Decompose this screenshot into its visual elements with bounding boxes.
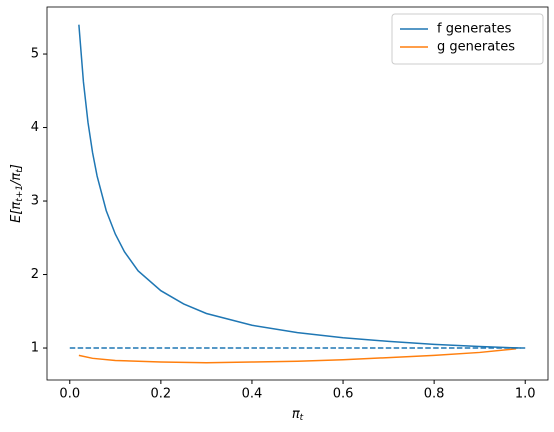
y-tick-label: 5 — [31, 47, 39, 62]
legend-label: f generates — [437, 22, 512, 37]
y-axis-label-part: E[π — [9, 202, 24, 223]
x-axis-label-part: t — [300, 413, 304, 423]
x-axis-label-part: π — [292, 407, 300, 422]
y-axis-label: E[πt+1/πt] — [9, 164, 25, 223]
x-tick-label: 0.8 — [424, 387, 445, 402]
y-tick-label: 3 — [31, 194, 39, 209]
legend-box — [391, 13, 544, 65]
y-axis-label-part: ] — [9, 164, 24, 170]
y-tick-label: 2 — [31, 267, 39, 282]
x-tick-label: 0.6 — [333, 387, 354, 402]
legend-label: g generates — [437, 40, 515, 55]
x-tick-label: 0.2 — [151, 387, 172, 402]
x-tick-label: 0.4 — [242, 387, 263, 402]
y-axis-label-part: t — [15, 169, 25, 173]
y-axis-label-part: /π — [9, 173, 24, 186]
plot-frame — [46, 6, 549, 381]
x-tick-label: 0.0 — [59, 387, 80, 402]
y-tick-label: 1 — [31, 341, 39, 356]
y-axis-label-part: t+1 — [15, 185, 25, 202]
series-line — [78, 24, 521, 349]
x-axis-label: πt — [292, 407, 304, 423]
x-tick-label: 1.0 — [515, 387, 536, 402]
y-tick-label: 4 — [31, 120, 39, 135]
series-line — [78, 348, 517, 364]
